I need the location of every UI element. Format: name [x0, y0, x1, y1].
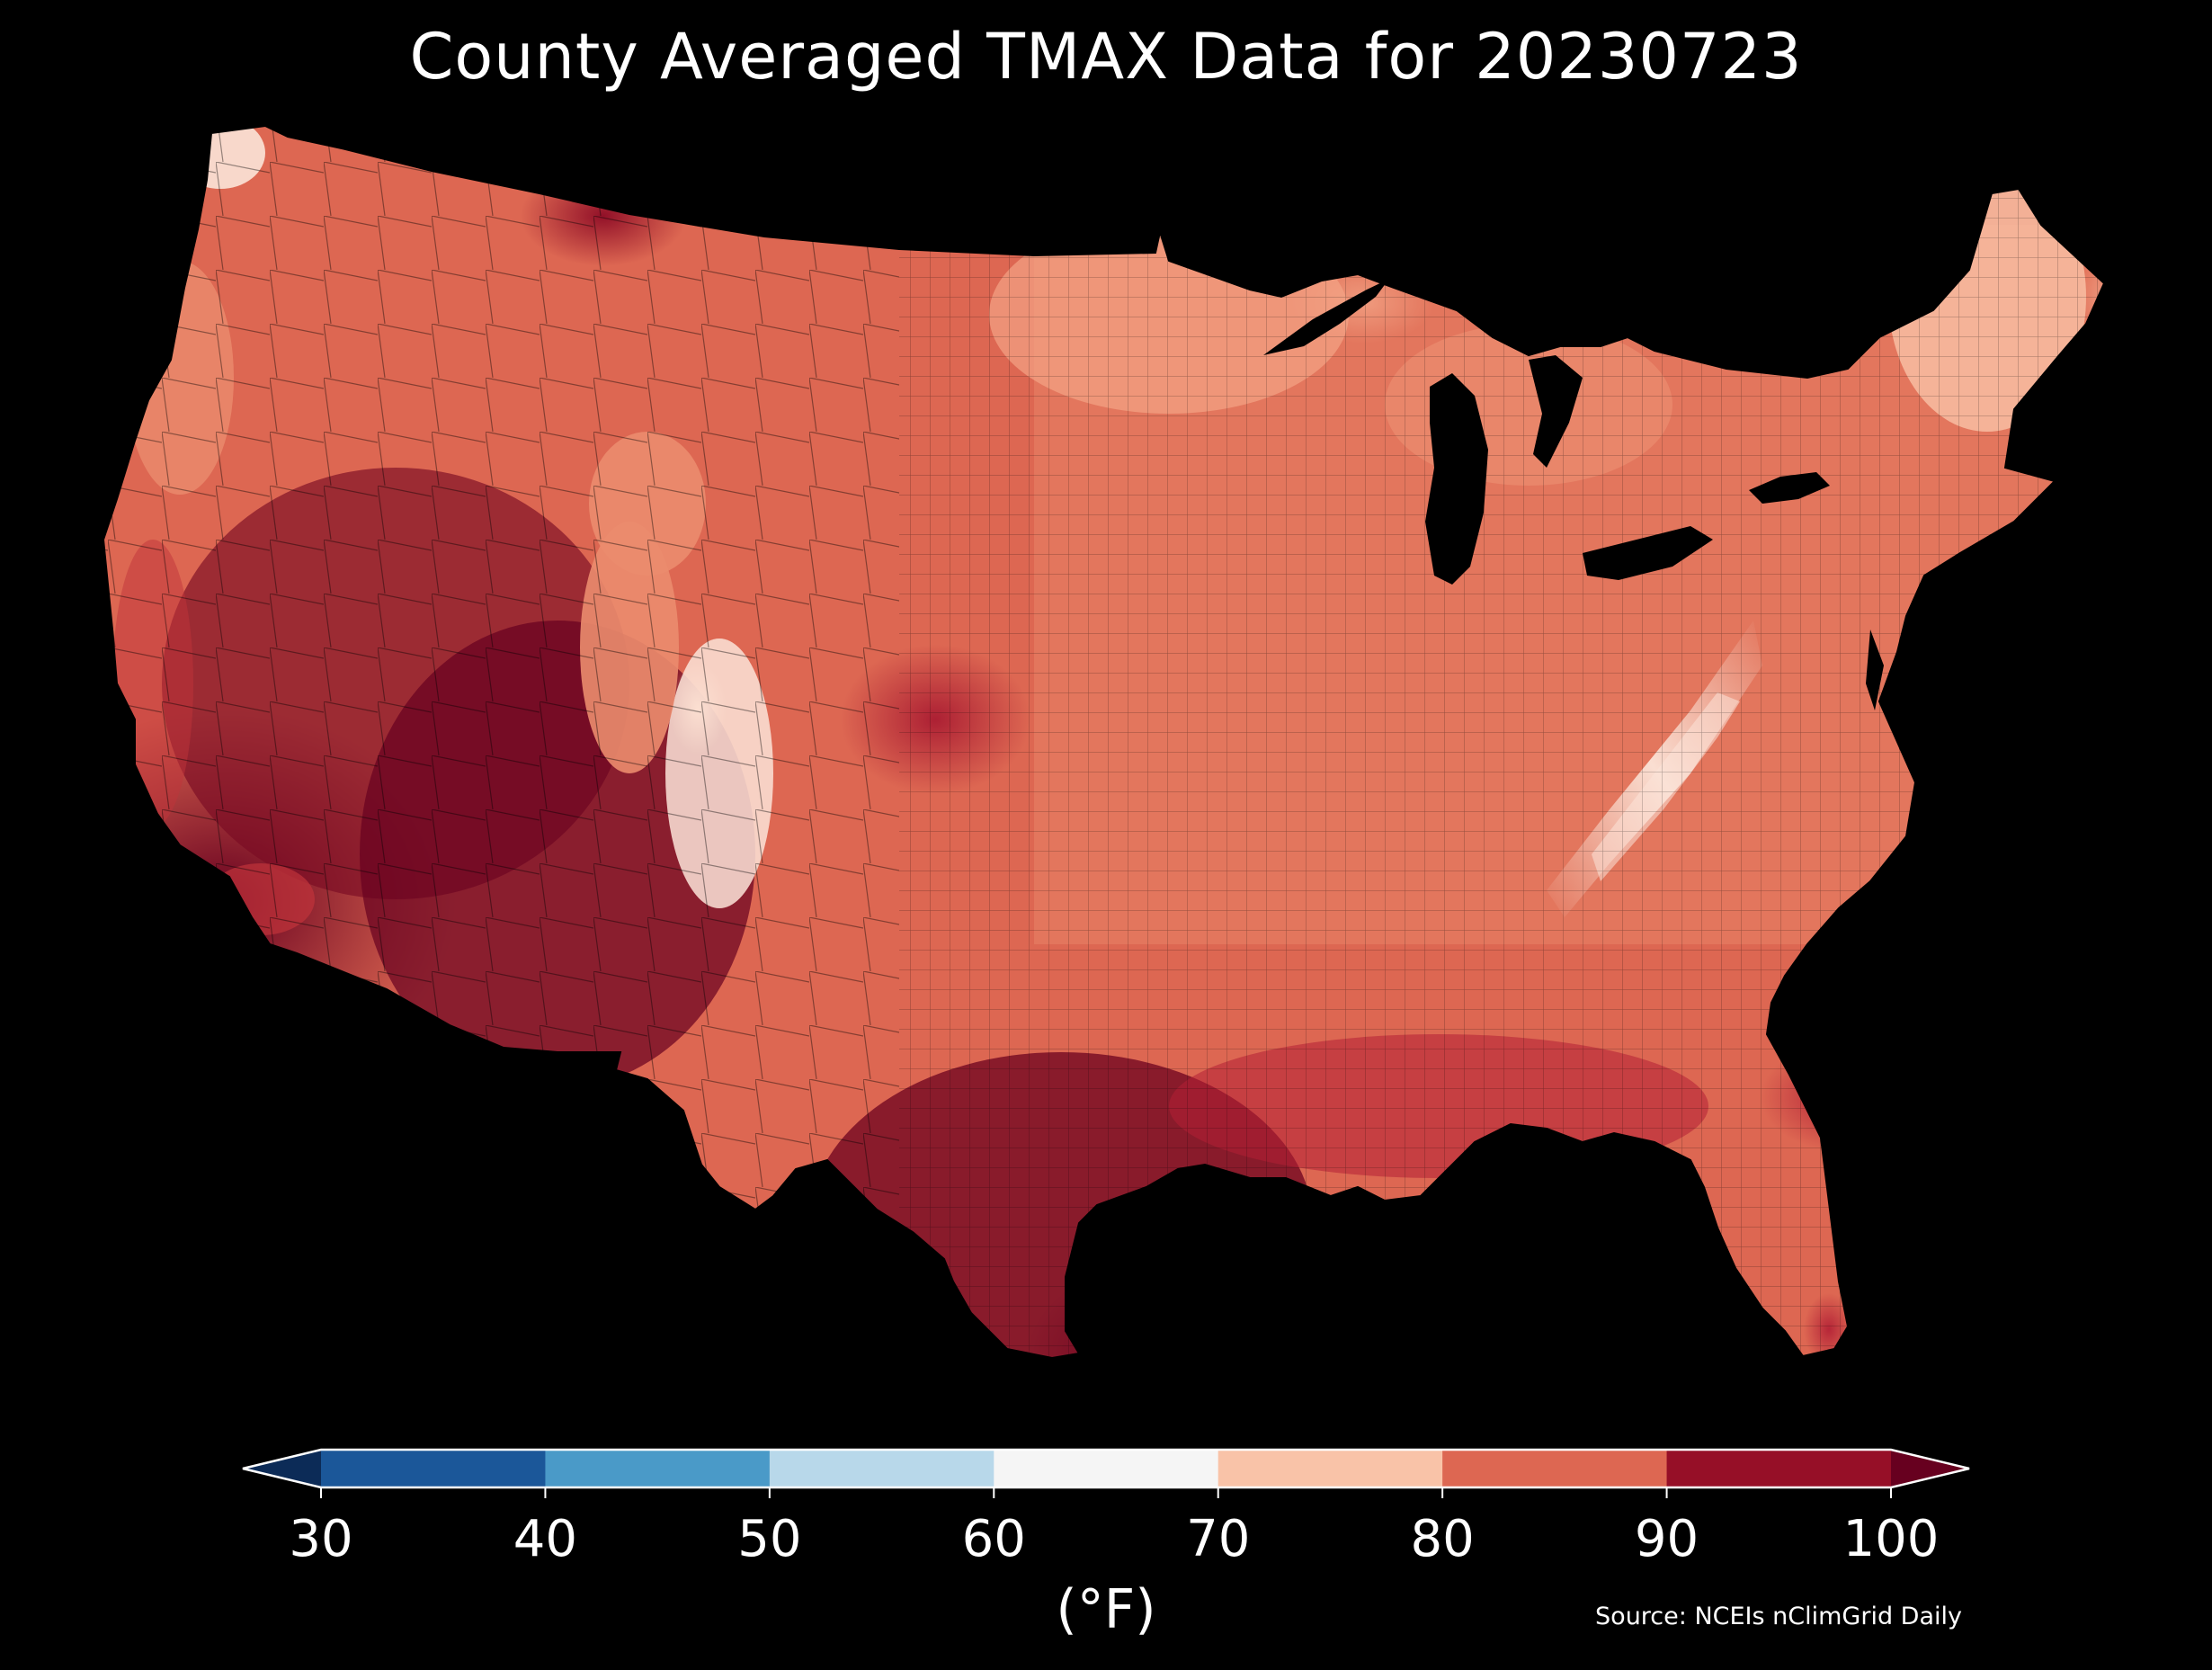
colorbar-unit-label: (°F) — [1056, 1578, 1156, 1641]
colorbar-under-extension — [243, 1450, 321, 1487]
colorbar-bin-5 — [1442, 1450, 1668, 1487]
colorbar-tick-label: 90 — [1634, 1510, 1699, 1568]
colorbar-tick-label: 50 — [737, 1510, 802, 1568]
source-note: Source: NCEIs nClimGrid Daily — [1595, 1603, 1962, 1630]
colorbar-tick-label: 60 — [961, 1510, 1026, 1568]
map-title: County Averaged TMAX Data for 20230723 — [409, 20, 1803, 94]
colorbar-tick-label: 80 — [1410, 1510, 1475, 1568]
colorbar-over-extension — [1891, 1450, 1969, 1487]
great-lakes — [1263, 279, 1884, 710]
colorbar-tick-label: 30 — [289, 1510, 353, 1568]
colorbar-bin-6 — [1666, 1450, 1892, 1487]
colorbar-tick-label: 100 — [1842, 1510, 1940, 1568]
colorbar-tick-label: 40 — [513, 1510, 578, 1568]
colorbar-bin-4 — [1217, 1450, 1443, 1487]
colorbar-bin-0 — [321, 1450, 546, 1487]
colorbar-bin-2 — [769, 1450, 995, 1487]
colorbar-tick-label: 70 — [1186, 1510, 1251, 1568]
colorbar-bin-3 — [994, 1450, 1219, 1487]
colorbar-bin-1 — [545, 1450, 771, 1487]
